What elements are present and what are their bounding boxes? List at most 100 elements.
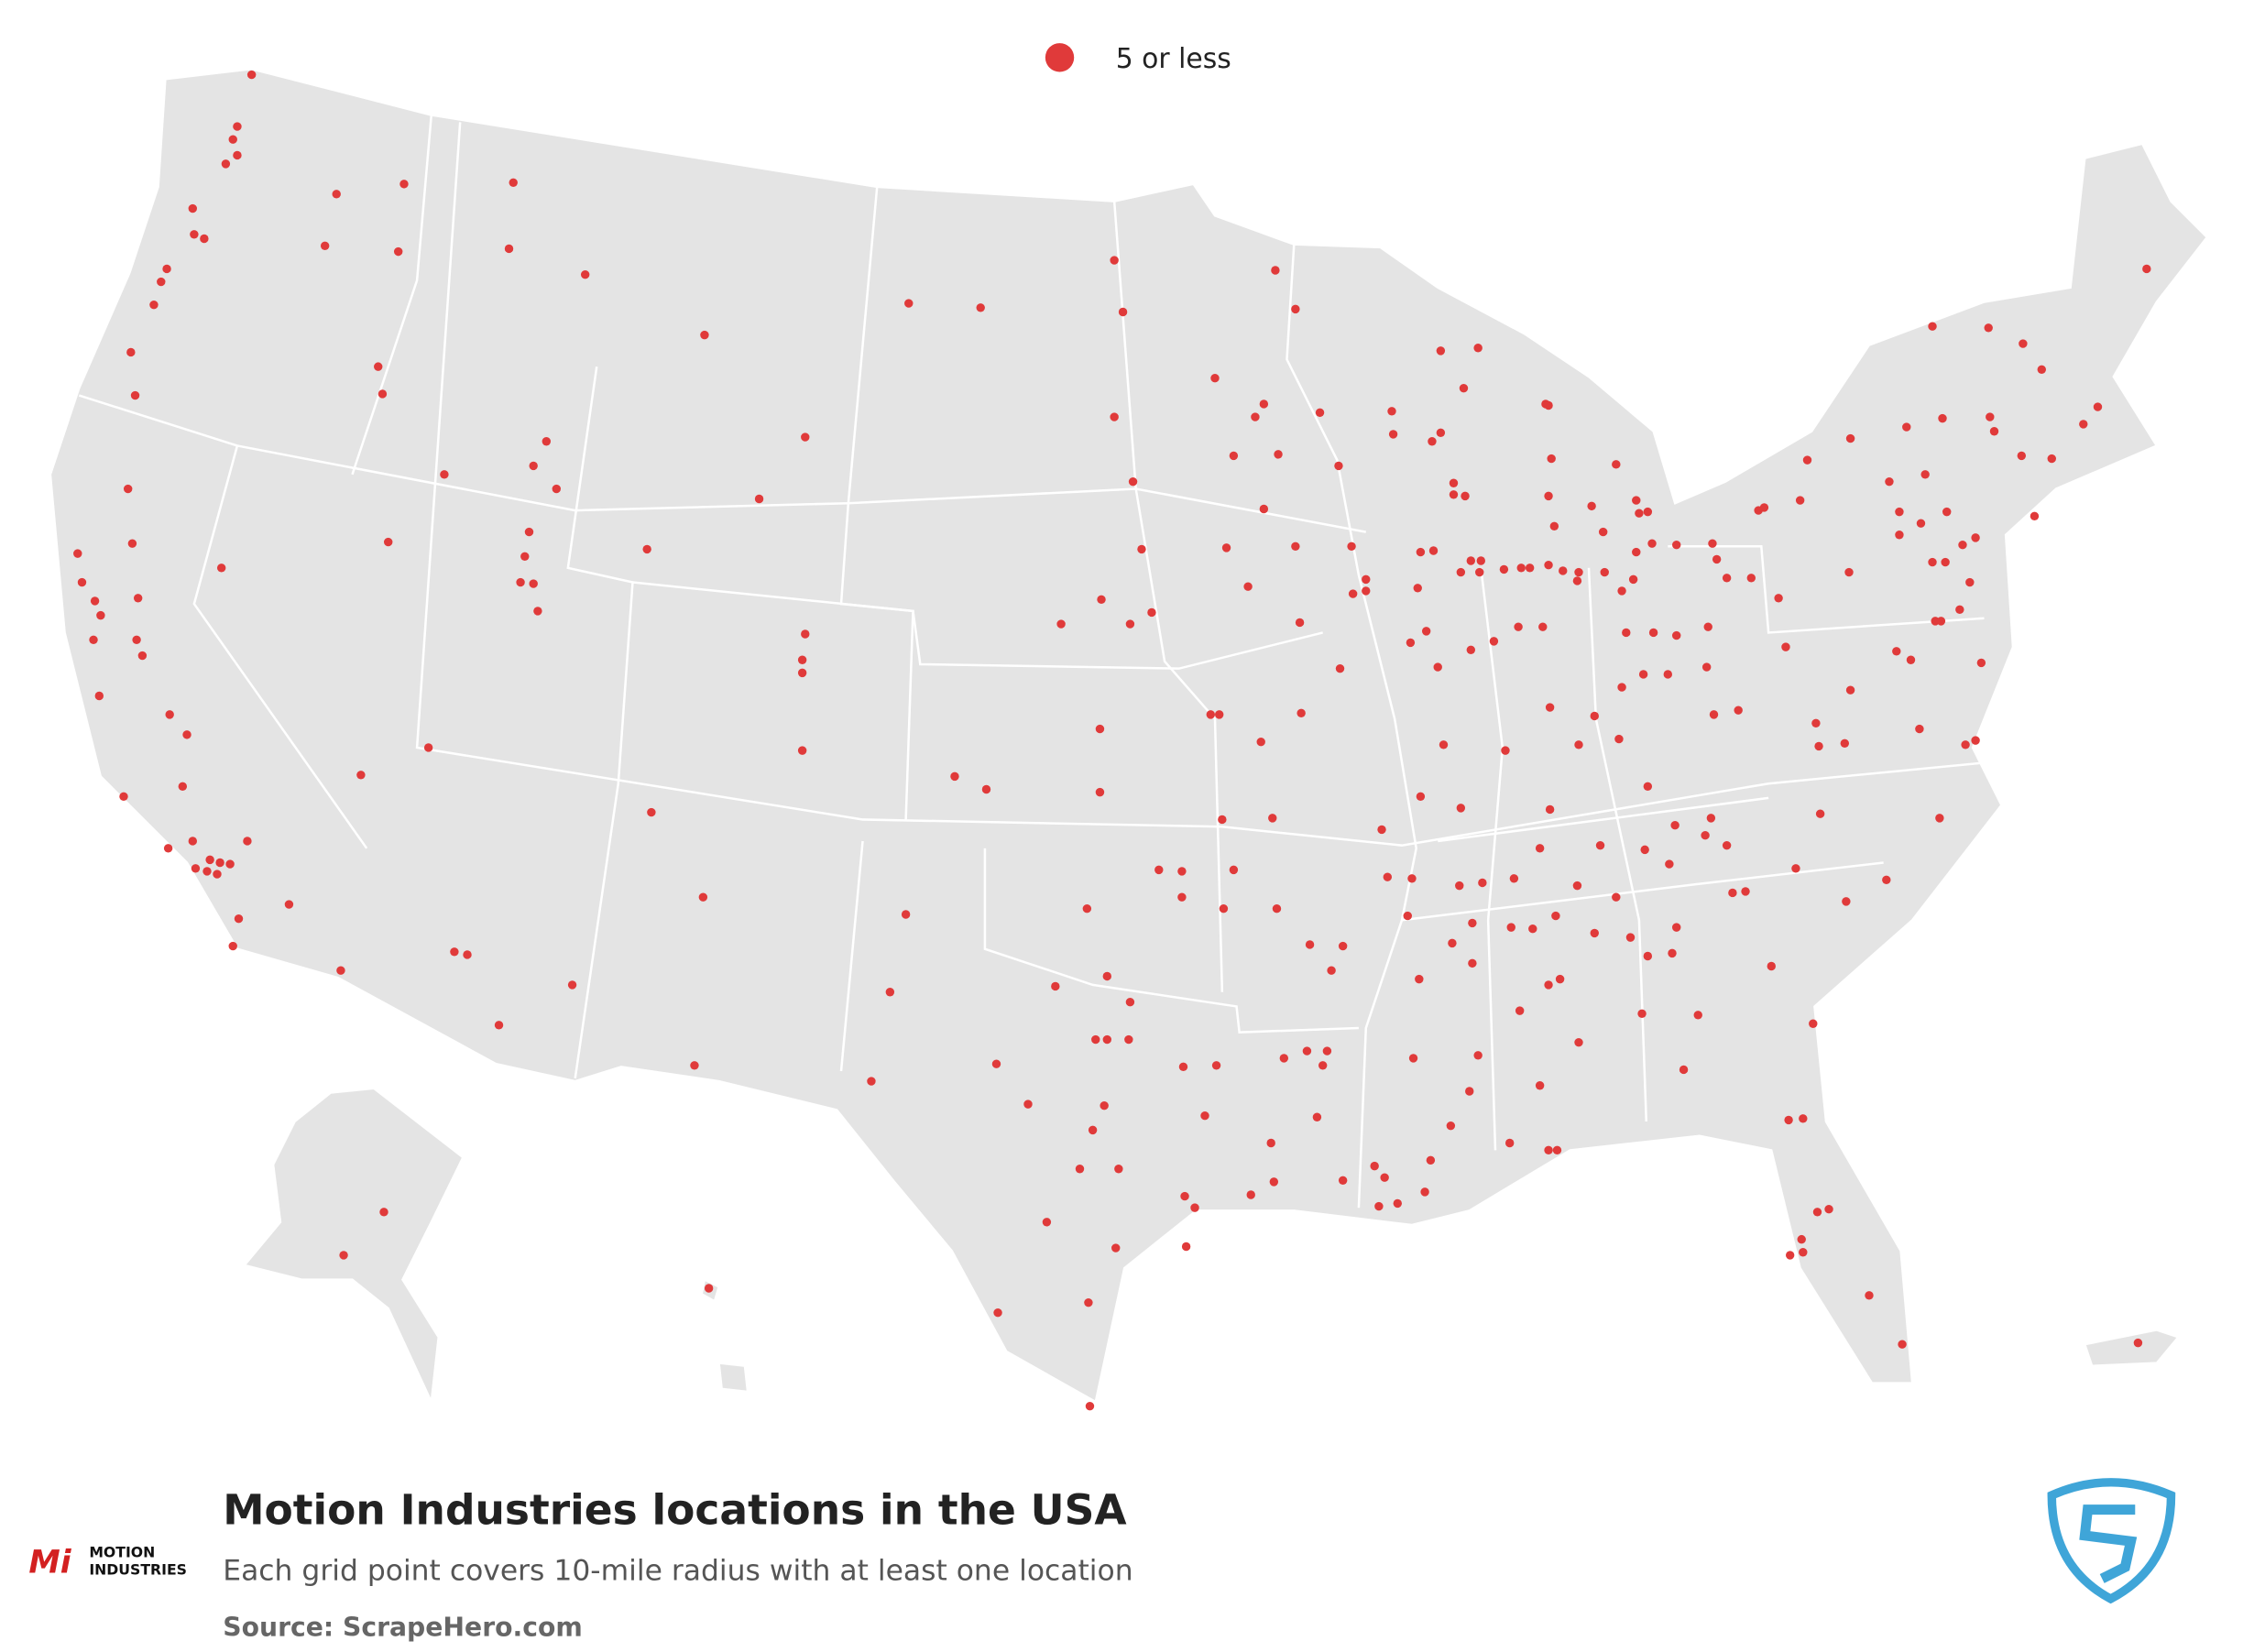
location-dot (1845, 685, 1855, 695)
location-dot (1274, 450, 1283, 459)
location-dot (1408, 1054, 1418, 1063)
location-dot (1722, 840, 1732, 850)
location-dot (1902, 422, 1911, 432)
location-dot (1812, 1208, 1822, 1217)
location-dot (1506, 923, 1515, 932)
location-dot (228, 135, 237, 144)
location-dot (1941, 557, 1950, 567)
location-dot (1701, 662, 1712, 672)
location-dot (94, 691, 104, 701)
location-dot (126, 347, 136, 357)
location-dot (1544, 1145, 1553, 1155)
location-dot (801, 629, 810, 639)
location-dot (1938, 413, 1947, 423)
location-dot (127, 539, 137, 548)
location-dot (1590, 711, 1599, 721)
location-dot (1449, 490, 1459, 499)
location-dot (1538, 622, 1548, 631)
location-dot (1824, 1204, 1833, 1214)
footer-subtitle: Each grid point covers 10-mile radius wi… (223, 1555, 1132, 1588)
location-dot (2133, 1338, 2143, 1348)
location-dot (509, 178, 518, 187)
scrapehero-logo (2047, 1478, 2176, 1604)
location-dot (1895, 507, 1904, 517)
location-dot (162, 264, 171, 274)
location-dot (754, 494, 764, 504)
location-dot (1466, 645, 1476, 654)
location-dot (1455, 881, 1464, 891)
location-dot (1590, 928, 1599, 938)
location-dot (1628, 574, 1638, 585)
state-border (192, 445, 368, 849)
location-dot (190, 230, 199, 239)
location-dot (96, 610, 105, 620)
location-dot (1965, 577, 1975, 587)
location-dot (228, 941, 237, 951)
location-dot (2037, 365, 2046, 374)
location-dot (1516, 563, 1526, 573)
location-dot (1468, 918, 1477, 928)
location-dot (450, 947, 459, 957)
location-dot (991, 1059, 1001, 1068)
location-dot (1125, 998, 1135, 1007)
location-dot (1643, 782, 1653, 792)
location-dot (1574, 740, 1583, 749)
location-dot (1449, 478, 1459, 487)
location-dot (1206, 710, 1215, 719)
location-dot (1544, 491, 1553, 501)
location-dot (234, 914, 244, 924)
location-dot (1544, 560, 1553, 570)
location-dot (1473, 1051, 1483, 1060)
location-dot (1214, 710, 1224, 719)
location-dot (1315, 408, 1325, 418)
location-dot (1559, 566, 1568, 575)
location-dot (950, 771, 959, 782)
location-dot (165, 710, 174, 719)
location-dot (1147, 607, 1156, 618)
location-dot (1110, 256, 1119, 265)
location-dot (1885, 476, 1894, 487)
logo-line2: INDUSTRIES (89, 1560, 187, 1578)
location-dot (1915, 724, 1924, 734)
location-dot (1420, 1187, 1429, 1197)
location-dot (188, 837, 198, 846)
location-dot (1882, 875, 1891, 885)
location-dot (1920, 470, 1930, 479)
location-dot (1177, 867, 1187, 876)
location-dot (1362, 586, 1371, 596)
location-dot (867, 1077, 876, 1086)
location-dot (243, 837, 252, 846)
location-dot (1781, 642, 1790, 651)
location-dot (339, 1251, 348, 1260)
location-dot (1693, 1011, 1702, 1020)
location-dot (1547, 454, 1556, 464)
location-dot (1958, 541, 1967, 550)
location-dot (1572, 576, 1582, 585)
location-dot (520, 552, 530, 561)
location-dot (1137, 544, 1146, 554)
location-dot (1722, 574, 1732, 583)
location-dot (1426, 1155, 1436, 1165)
state-border (839, 186, 914, 820)
location-dot (1572, 881, 1582, 891)
location-dot (1042, 1218, 1052, 1227)
location-dot (700, 330, 709, 340)
usa-mainland (49, 68, 2209, 1404)
location-dot (494, 1021, 504, 1030)
location-dot (1124, 1034, 1133, 1045)
location-dot (1416, 547, 1426, 557)
location-dot (1456, 804, 1466, 813)
location-dot (1362, 574, 1371, 585)
location-dot (1799, 1114, 1808, 1123)
location-dot (1211, 1061, 1221, 1070)
location-dot (1439, 740, 1449, 749)
location-dot (1625, 933, 1636, 942)
location-dot (1617, 683, 1626, 692)
location-dot (1380, 1173, 1389, 1182)
location-dot (1200, 1110, 1209, 1121)
location-dot (123, 484, 133, 494)
location-dot (132, 635, 141, 644)
location-dot (1598, 527, 1608, 537)
location-dot (1433, 662, 1442, 672)
